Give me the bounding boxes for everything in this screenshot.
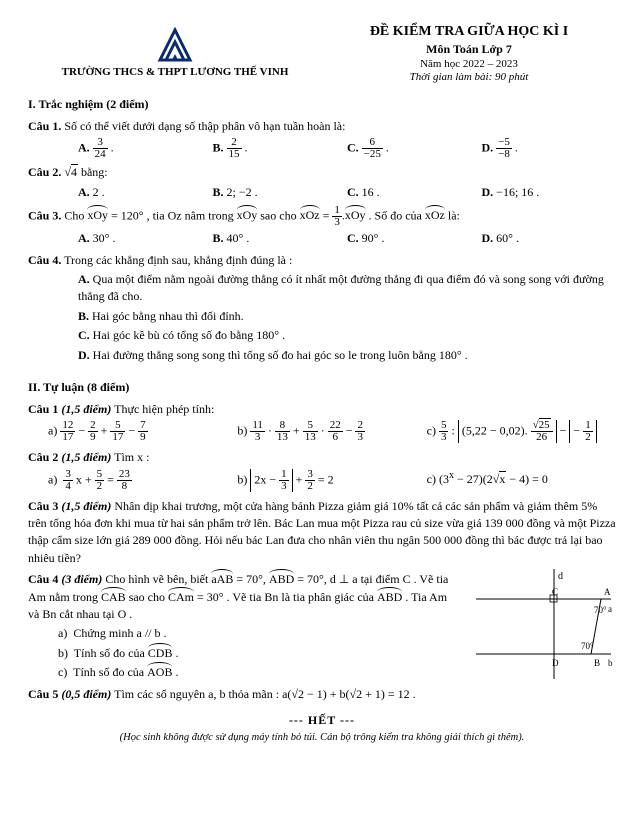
header-left: TRƯỜNG THCS & THPT LƯƠNG THẾ VINH [28,24,322,78]
essay-q1b: b) 113 · 813 + 513 · 226 − 23 [237,420,426,443]
q4-label: Câu 4. [28,253,61,267]
svg-text:D: D [552,658,559,668]
essay-q2: Câu 2 (1,5 điểm) Tìm x : a) 34 x + 52 = … [28,449,616,493]
q1-text: Số có thể viết dưới dạng số thập phân vô… [64,119,345,133]
question-4: Câu 4. Trong các khẳng định sau, khẳng đ… [28,252,616,364]
header-right: ĐỀ KIỂM TRA GIỮA HỌC KÌ I Môn Toán Lớp 7… [322,24,616,83]
svg-text:70°: 70° [594,605,607,615]
q3-opt-b: B. 40° . [213,230,348,247]
question-2: Câu 2. 4 bằng: A. 2 . B. 2; −2 . C. 16 .… [28,164,616,201]
sqrt-icon [64,164,71,181]
essay-q2a: a) 34 x + 52 = 238 [48,469,237,492]
essay-q1c: c) 53 : (5,22 − 0,02). √2526 − − 12 [427,420,616,443]
question-1: Câu 1. Số có thể viết dưới dạng số thập … [28,118,616,160]
q3-opt-a: A. 30° . [78,230,213,247]
geometry-figure: d C A a 70° D B b 70° [466,569,616,679]
svg-text:B: B [594,658,600,668]
essay-q2-items: a) 34 x + 52 = 238 b) 2x − 13 + 32 = 2 c… [28,469,616,494]
q1-opt-b: B. 215 . [213,137,348,160]
section-1-title: I. Trắc nghiệm (2 điểm) [28,97,616,112]
exam-title: ĐỀ KIỂM TRA GIỮA HỌC KÌ I [322,24,616,40]
q4-opt-b: B. Hai góc bằng nhau thì đối đỉnh. [28,308,616,325]
q2-opt-b: B. 2; −2 . [213,184,348,201]
q4-opt-d: D. Hai đường thẳng song song thì tổng số… [28,347,616,364]
svg-text:a: a [608,604,612,614]
svg-text:d: d [558,571,563,582]
essay-q3: Câu 3 (1,5 điểm) Nhân dịp khai trương, m… [28,498,616,568]
end-marker: --- HẾT --- [28,713,616,728]
subject: Môn Toán Lớp 7 [322,42,616,57]
q4-text: Trong các khẳng định sau, khẳng định đún… [64,253,292,267]
school-name: TRƯỜNG THCS & THPT LƯƠNG THẾ VINH [28,66,322,78]
essay-q1-items: a) 1217 − 29 + 517 − 79 b) 113 · 813 + 5… [28,420,616,445]
essay-q2c: c) (3x − 27)(2√x − 4) = 0 [427,469,616,492]
essay-q5: Câu 5 (0,5 điểm) Tìm các số nguyên a, b … [28,686,616,703]
q2-opt-c: C. 16 . [347,184,482,201]
q3-opt-d: D. 60° . [482,230,617,247]
svg-text:A: A [604,587,611,597]
header: TRƯỜNG THCS & THPT LƯƠNG THẾ VINH ĐỀ KIỂ… [28,24,616,83]
essay-q1a: a) 1217 − 29 + 517 − 79 [48,420,237,443]
q4-opt-c: C. Hai góc kề bù có tổng số đo bằng 180°… [28,327,616,344]
essay-q1: Câu 1 (1,5 điểm) Thực hiện phép tính: a)… [28,401,616,445]
q2-opt-d: D. −16; 16 . [482,184,617,201]
essay-q2b: b) 2x − 13 + 32 = 2 [237,469,426,492]
q3-label: Câu 3. [28,208,61,222]
q2-opt-a: A. 2 . [78,184,213,201]
exam-page: TRƯỜNG THCS & THPT LƯƠNG THẾ VINH ĐỀ KIỂ… [0,0,644,767]
year: Năm học 2022 – 2023 [322,58,616,70]
school-logo [28,24,322,64]
q1-opt-a: A. 324 . [78,137,213,160]
q3-opt-c: C. 90° . [347,230,482,247]
q2-label: Câu 2. [28,165,61,179]
q4-opt-a: A. Qua một điểm nằm ngoài đường thẳng có… [28,271,616,306]
q1-opt-d: D. −5−8 . [482,137,617,160]
footer-note: (Học sinh không được sử dụng máy tính bỏ… [28,732,616,743]
q1-opt-c: C. 6−25 . [347,137,482,160]
duration: Thời gian làm bài: 90 phút [322,71,616,83]
question-3: Câu 3. Cho xOy = 120° , tia Oz nằm trong… [28,205,616,247]
svg-text:b: b [608,658,613,668]
section-2-title: II. Tự luận (8 điểm) [28,380,616,395]
q1-label: Câu 1. [28,119,61,133]
q2-text: bằng: [81,165,108,179]
